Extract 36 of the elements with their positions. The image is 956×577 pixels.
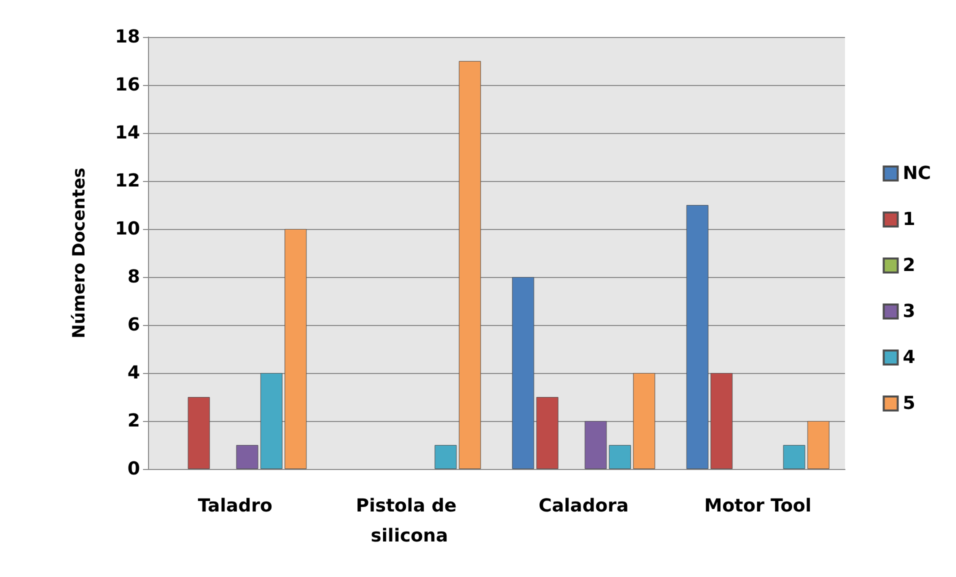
bar bbox=[608, 445, 631, 469]
y-tick-label: 0 bbox=[127, 458, 140, 480]
bar bbox=[633, 373, 656, 469]
legend-label: 1 bbox=[902, 209, 916, 230]
bar bbox=[536, 397, 558, 469]
legend-label: 5 bbox=[902, 393, 916, 414]
legend-label: 2 bbox=[902, 255, 916, 276]
bar bbox=[434, 445, 457, 469]
y-tick-label: 16 bbox=[114, 74, 140, 96]
x-tick-label: Motor Tool bbox=[704, 496, 812, 516]
y-tick-label: 12 bbox=[114, 170, 140, 192]
bar bbox=[458, 61, 481, 469]
y-tick-label: 14 bbox=[114, 122, 140, 144]
bar bbox=[584, 421, 607, 469]
bar bbox=[686, 205, 708, 469]
x-tick-label: Pistola de silicona bbox=[356, 496, 463, 546]
y-tick-label: 4 bbox=[127, 362, 140, 384]
bar bbox=[236, 445, 258, 469]
bar bbox=[260, 373, 282, 469]
y-tick-label: 6 bbox=[127, 314, 140, 336]
bar bbox=[783, 445, 806, 469]
bar bbox=[284, 229, 307, 469]
bar bbox=[512, 277, 534, 469]
x-tick-label: Caladora bbox=[538, 496, 629, 516]
x-tick-label: Taladro bbox=[198, 496, 272, 516]
bar bbox=[807, 421, 830, 469]
y-tick-label: 2 bbox=[127, 410, 140, 432]
y-tick-label: 18 bbox=[114, 26, 140, 48]
y-tick-label: 10 bbox=[114, 218, 140, 240]
y-axis-title: Número Docentes bbox=[70, 168, 90, 338]
legend-label: 3 bbox=[902, 301, 916, 322]
bar bbox=[710, 373, 733, 469]
legend-label: NC bbox=[902, 163, 932, 184]
legend-label: 4 bbox=[902, 347, 916, 368]
bar bbox=[188, 397, 210, 469]
y-tick-label: 8 bbox=[127, 266, 140, 288]
